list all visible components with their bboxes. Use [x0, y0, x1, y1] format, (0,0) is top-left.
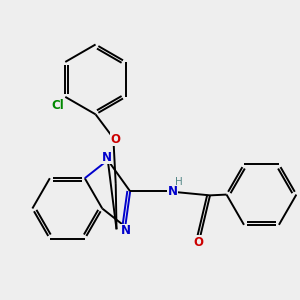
Text: N: N — [121, 224, 131, 237]
Text: H: H — [175, 178, 182, 188]
Text: O: O — [111, 133, 121, 146]
Text: N: N — [102, 151, 112, 164]
Text: N: N — [167, 185, 178, 198]
Text: O: O — [193, 236, 203, 249]
Text: Cl: Cl — [52, 99, 64, 112]
